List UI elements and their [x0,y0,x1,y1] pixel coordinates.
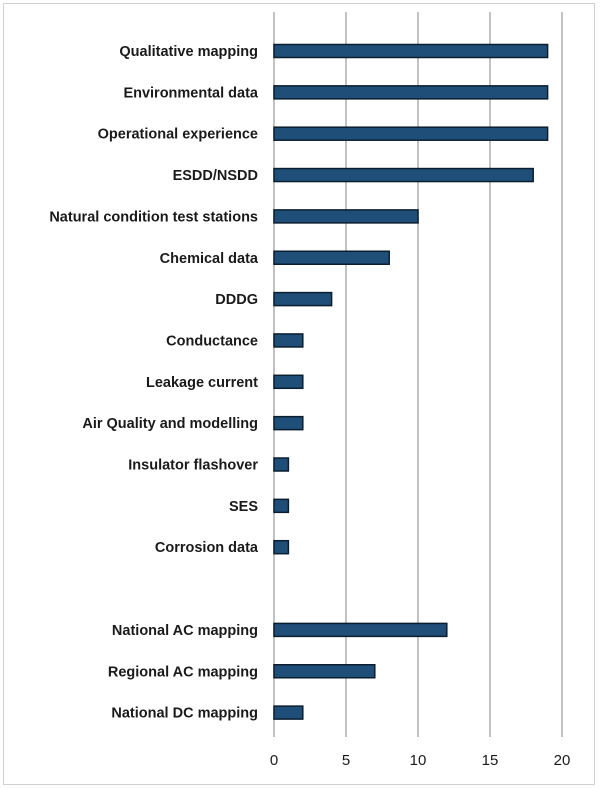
x-tick-label-10: 10 [410,752,427,769]
category-label: Insulator flashover [128,458,258,474]
bar [273,705,304,720]
category-label: Qualitative mapping [119,44,258,60]
category-labels: Qualitative mapping Environmental data Ope… [49,44,259,722]
bar [273,622,448,638]
bar [273,126,549,141]
category-label: Environmental data [123,85,258,101]
category-label: Corrosion data [155,540,259,556]
category-label: Natural condition test stations [49,209,258,225]
category-label: DDDG [215,292,258,308]
bars [273,43,549,720]
category-label: ESDD/NSDD [173,168,258,184]
category-label: Regional AC mapping [108,664,258,680]
chart-frame: Qualitative mapping Environmental data Ope… [3,3,595,785]
bar [273,43,549,59]
bar [273,457,290,472]
bar [273,539,290,555]
bar [273,291,333,307]
x-tick-label-0: 0 [270,752,278,769]
category-label: Chemical data [160,251,259,267]
bar [273,209,419,224]
bar [273,167,534,183]
category-label: Conductance [166,333,258,349]
bar [273,415,304,431]
x-tick-label-5: 5 [342,752,350,769]
x-tick-labels: 0 5 10 15 20 [270,752,571,769]
category-label: Air Quality and modelling [82,416,258,432]
bar [273,498,290,514]
x-tick-label-20: 20 [554,752,571,769]
bar [273,85,549,100]
bar [273,333,304,348]
bar [273,664,376,679]
category-label: National AC mapping [112,623,258,639]
x-tick-label-15: 15 [482,752,499,769]
category-label: Leakage current [146,375,258,391]
bar [273,374,304,390]
horizontal-bar-chart: Qualitative mapping Environmental data Ope… [49,12,571,769]
category-label: National DC mapping [111,706,258,722]
category-label: Operational experience [98,127,258,143]
bar [273,250,390,265]
category-label: SES [229,499,258,515]
